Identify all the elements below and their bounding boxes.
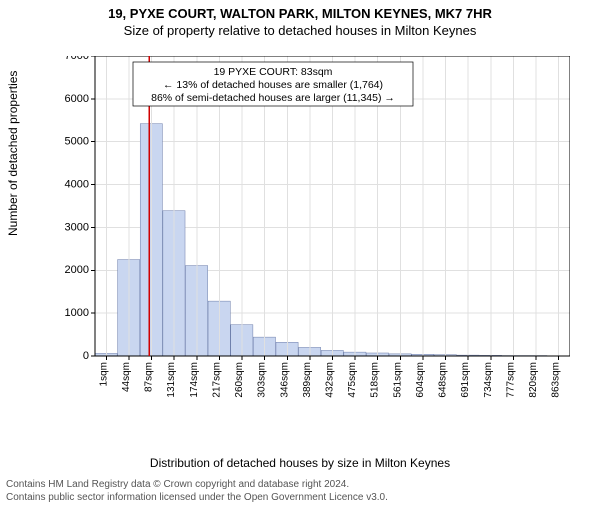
- svg-text:5000: 5000: [65, 136, 89, 148]
- svg-text:777sqm: 777sqm: [505, 362, 516, 398]
- svg-text:389sqm: 389sqm: [302, 362, 313, 398]
- svg-text:44sqm: 44sqm: [121, 362, 132, 392]
- svg-text:734sqm: 734sqm: [483, 362, 494, 398]
- svg-text:0: 0: [83, 350, 89, 362]
- svg-text:648sqm: 648sqm: [438, 362, 449, 398]
- footer-line2: Contains public sector information licen…: [6, 492, 388, 505]
- annotation-line2: ← 13% of detached houses are smaller (1,…: [163, 79, 383, 91]
- svg-text:820sqm: 820sqm: [528, 362, 539, 398]
- svg-text:7000: 7000: [65, 56, 89, 62]
- svg-text:303sqm: 303sqm: [257, 362, 268, 398]
- y-axis-label: Number of detached properties: [6, 71, 20, 236]
- svg-text:131sqm: 131sqm: [166, 362, 177, 398]
- svg-text:561sqm: 561sqm: [392, 362, 403, 398]
- svg-text:217sqm: 217sqm: [211, 362, 222, 398]
- chart-subtitle: Size of property relative to detached ho…: [0, 23, 600, 38]
- chart-svg: 0 1000 2000 3000 4000 5000 6000 7000 1sqm 44sqm 87…: [60, 56, 570, 406]
- svg-text:863sqm: 863sqm: [551, 362, 562, 398]
- svg-text:604sqm: 604sqm: [415, 362, 426, 398]
- annotation-line3: 86% of semi-detached houses are larger (…: [151, 92, 395, 104]
- svg-text:1000: 1000: [65, 307, 89, 319]
- footer-line1: Contains HM Land Registry data © Crown c…: [6, 479, 388, 492]
- svg-text:2000: 2000: [65, 264, 89, 276]
- svg-text:6000: 6000: [65, 93, 89, 105]
- svg-text:691sqm: 691sqm: [460, 362, 471, 398]
- svg-text:174sqm: 174sqm: [189, 362, 200, 398]
- svg-text:4000: 4000: [65, 178, 89, 190]
- footer-attribution: Contains HM Land Registry data © Crown c…: [6, 479, 388, 504]
- svg-text:1sqm: 1sqm: [98, 362, 109, 386]
- svg-text:3000: 3000: [65, 221, 89, 233]
- svg-text:87sqm: 87sqm: [144, 362, 155, 392]
- svg-text:475sqm: 475sqm: [347, 362, 358, 398]
- svg-text:432sqm: 432sqm: [325, 362, 336, 398]
- svg-text:260sqm: 260sqm: [234, 362, 245, 398]
- chart-title-address: 19, PYXE COURT, WALTON PARK, MILTON KEYN…: [0, 6, 600, 21]
- svg-text:518sqm: 518sqm: [370, 362, 381, 398]
- x-axis-label: Distribution of detached houses by size …: [0, 456, 600, 470]
- annotation-line1: 19 PYXE COURT: 83sqm: [214, 66, 333, 78]
- svg-text:346sqm: 346sqm: [279, 362, 290, 398]
- chart-area: 0 1000 2000 3000 4000 5000 6000 7000 1sqm 44sqm 87…: [60, 56, 570, 406]
